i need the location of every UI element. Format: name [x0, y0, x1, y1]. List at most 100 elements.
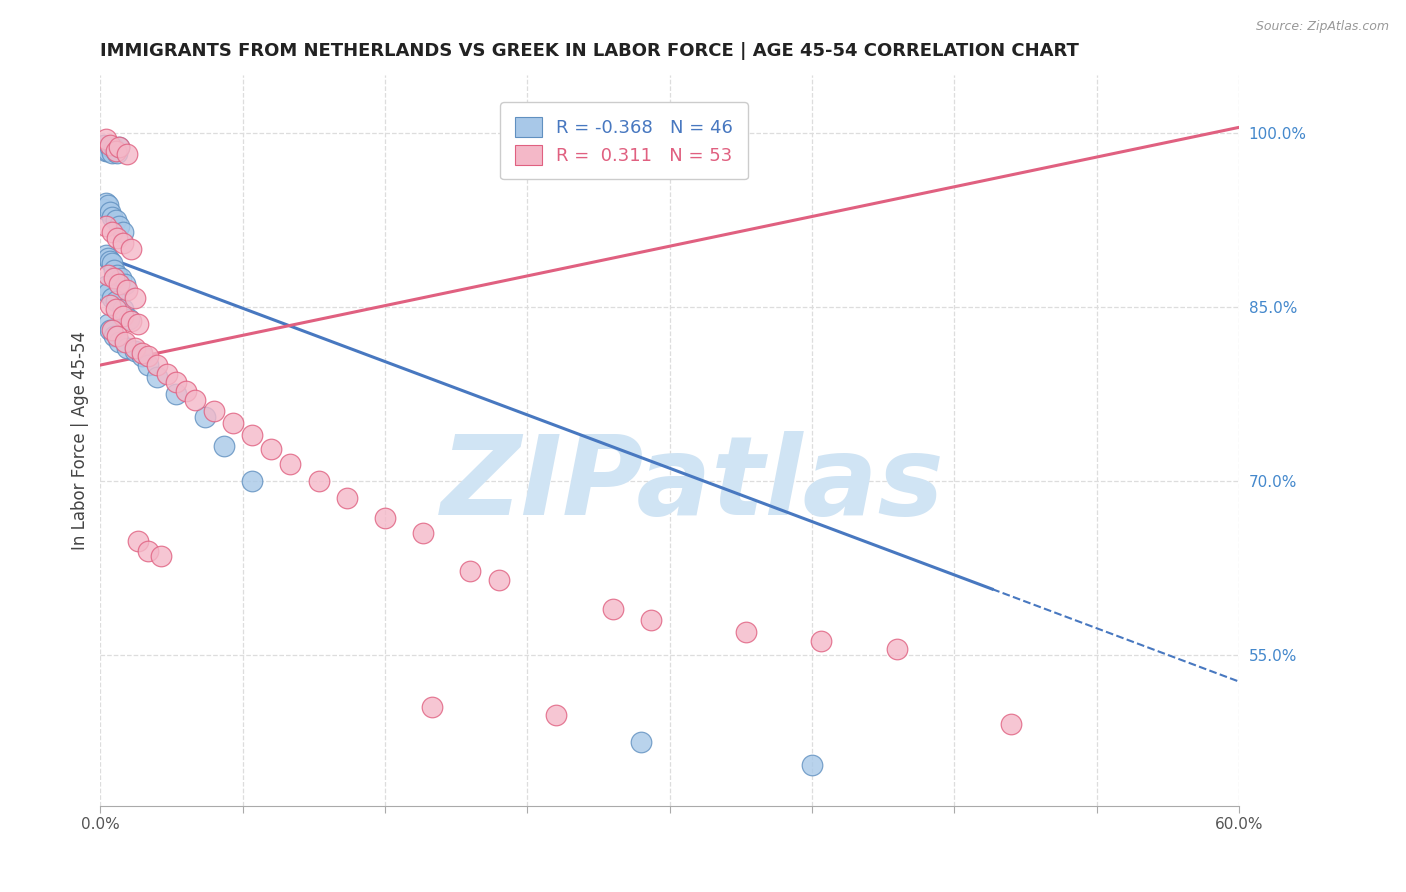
Point: [146, 369, 169, 384]
Point: [640, 613, 662, 627]
Point: [308, 474, 330, 488]
Point: [104, 144, 127, 158]
Point: [336, 491, 359, 506]
Point: [110, 271, 132, 285]
Point: [93, 137, 115, 152]
Point: [114, 277, 136, 291]
Point: [108, 334, 131, 349]
Point: [810, 634, 832, 648]
Point: [136, 349, 159, 363]
Point: [184, 392, 207, 407]
Point: [602, 601, 624, 615]
Point: [120, 314, 142, 328]
Point: [103, 141, 125, 155]
Point: [1000, 717, 1022, 731]
Point: [131, 349, 153, 363]
Point: [488, 573, 510, 587]
Point: [260, 442, 283, 456]
Point: [115, 283, 138, 297]
Point: [124, 344, 146, 359]
Point: [112, 236, 135, 251]
Point: [212, 439, 235, 453]
Point: [108, 140, 131, 154]
Point: [114, 334, 136, 349]
Point: [94, 144, 117, 158]
Point: [103, 263, 125, 277]
Point: [544, 708, 567, 723]
Point: [124, 291, 146, 305]
Point: [97, 144, 120, 158]
Point: [98, 205, 121, 219]
Point: [150, 549, 173, 564]
Point: [156, 368, 179, 382]
Point: [112, 310, 135, 324]
Point: [374, 511, 396, 525]
Point: [100, 210, 122, 224]
Text: IMMIGRANTS FROM NETHERLANDS VS GREEK IN LABOR FORCE | AGE 45-54 CORRELATION CHAR: IMMIGRANTS FROM NETHERLANDS VS GREEK IN …: [100, 42, 1080, 60]
Point: [115, 341, 138, 355]
Point: [107, 230, 129, 244]
Point: [104, 144, 127, 158]
Point: [194, 410, 217, 425]
Point: [97, 318, 120, 332]
Point: [146, 358, 169, 372]
Point: [100, 323, 122, 337]
Point: [886, 642, 908, 657]
Text: Source: ZipAtlas.com: Source: ZipAtlas.com: [1256, 20, 1389, 33]
Point: [108, 277, 131, 291]
Point: [107, 145, 129, 160]
Point: [734, 624, 756, 639]
Point: [104, 213, 127, 227]
Point: [422, 700, 444, 714]
Point: [97, 286, 120, 301]
Point: [127, 318, 149, 332]
Point: [800, 758, 823, 772]
Point: [98, 140, 121, 154]
Point: [94, 279, 117, 293]
Point: [93, 202, 115, 216]
Point: [112, 225, 135, 239]
Point: [120, 242, 142, 256]
Y-axis label: In Labor Force | Age 45-54: In Labor Force | Age 45-54: [72, 331, 89, 549]
Point: [104, 302, 127, 317]
Point: [112, 302, 135, 317]
Point: [460, 565, 482, 579]
Point: [630, 735, 652, 749]
Point: [174, 384, 197, 398]
Point: [107, 268, 129, 282]
Point: [222, 416, 245, 430]
Point: [98, 253, 121, 268]
Point: [100, 291, 122, 305]
Point: [118, 311, 141, 326]
Point: [97, 252, 120, 266]
Point: [131, 346, 153, 360]
Point: [108, 140, 131, 154]
Point: [240, 474, 263, 488]
Point: [98, 298, 121, 312]
Point: [94, 248, 117, 262]
Point: [136, 543, 159, 558]
Point: [108, 219, 131, 233]
Point: [278, 457, 301, 471]
Point: [165, 376, 187, 390]
Point: [97, 268, 120, 282]
Point: [104, 294, 127, 309]
Point: [98, 137, 121, 152]
Point: [103, 271, 125, 285]
Point: [100, 256, 122, 270]
Point: [94, 195, 117, 210]
Point: [107, 329, 129, 343]
Point: [100, 225, 122, 239]
Point: [202, 404, 225, 418]
Point: [98, 323, 121, 337]
Point: [103, 329, 125, 343]
Point: [165, 387, 187, 401]
Point: [124, 341, 146, 355]
Point: [136, 358, 159, 372]
Point: [240, 427, 263, 442]
Text: ZIPatlas: ZIPatlas: [440, 431, 945, 538]
Point: [100, 145, 122, 160]
Point: [97, 198, 120, 212]
Point: [94, 219, 117, 233]
Point: [127, 534, 149, 549]
